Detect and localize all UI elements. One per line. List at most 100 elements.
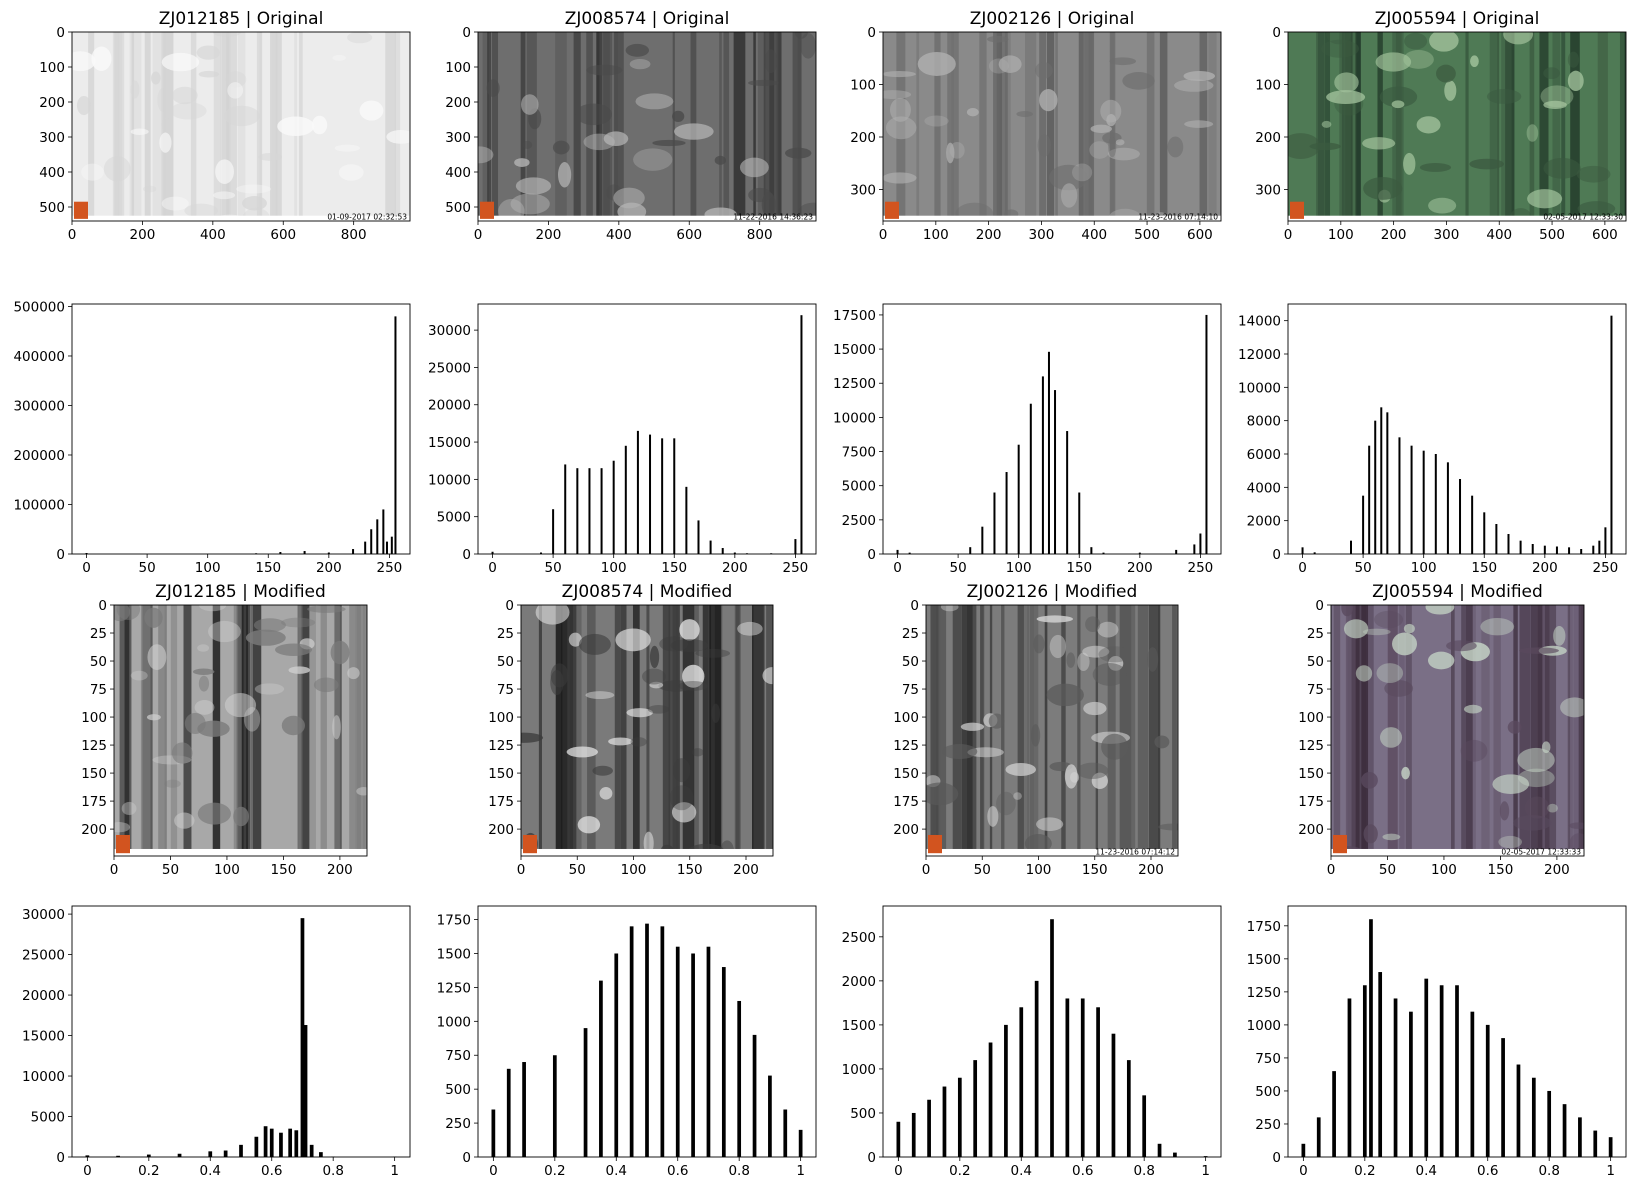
y-tick-label: 0 <box>867 25 876 41</box>
histogram-bar <box>636 430 639 554</box>
x-tick-label: 200 <box>130 227 156 243</box>
x-tick-label: 0.4 <box>606 1163 627 1179</box>
y-tick-label: 25 <box>90 626 107 642</box>
y-tick-label: 0 <box>98 598 107 614</box>
histogram-bar <box>1531 1077 1536 1157</box>
histogram-bar <box>116 1155 120 1157</box>
axes-frame <box>882 905 1222 1158</box>
histogram-bar <box>1424 978 1429 1157</box>
axes-frame <box>520 604 774 857</box>
x-tick-label: 500 <box>1134 227 1160 243</box>
x-tick-label: 250 <box>1593 560 1619 576</box>
x-tick-label: 0.2 <box>1354 1163 1375 1179</box>
histogram-bar <box>1041 376 1044 554</box>
axes-frame <box>71 303 411 555</box>
histogram-bar <box>733 552 736 554</box>
y-tick-label: 17500 <box>833 308 876 324</box>
y-tick-label: 7500 <box>842 445 876 461</box>
x-tick-label: 600 <box>270 227 296 243</box>
axes-frame <box>925 604 1179 857</box>
x-tick-label: 1 <box>390 1163 399 1179</box>
x-tick-label: 50 <box>1355 560 1372 576</box>
y-tick-label: 200 <box>81 822 107 838</box>
histogram-bar <box>981 526 984 554</box>
photo-timestamp: 02-05-2017 12:33:30 <box>1543 213 1623 222</box>
histogram-bar <box>1410 445 1413 554</box>
histogram-panel: 0 50 100 150 200 2500250050007500100001250015… <box>833 303 1222 576</box>
x-tick-label: 200 <box>1381 227 1407 243</box>
photo <box>521 605 773 856</box>
axes-frame <box>1287 31 1627 222</box>
x-tick-label: 150 <box>1488 862 1514 878</box>
camera-logo-icon <box>523 834 537 854</box>
photo: 11-22-2016 14:36:23 <box>478 32 816 221</box>
histogram-bar <box>721 967 726 1157</box>
histogram-bar <box>1090 547 1093 554</box>
y-tick-label: 100 <box>1255 78 1281 94</box>
y-tick-label: 1500 <box>1247 952 1281 968</box>
photo: 11-23-2016 07:14:10 <box>883 32 1221 221</box>
histogram-panel: 0 0.2 0.4 0.6 0.8 1 0 250 500 750 1000 1250 1500 1750 <box>437 905 817 1179</box>
x-tick-label: 150 <box>1471 560 1497 576</box>
histogram-bar <box>1439 985 1444 1157</box>
y-tick-label: 0 <box>1315 598 1324 614</box>
y-tick-label: 0 <box>1272 1150 1281 1166</box>
y-tick-label: 15000 <box>833 342 876 358</box>
histogram-bar <box>661 438 664 554</box>
histogram-bar <box>1374 420 1377 554</box>
y-tick-label: 400 <box>39 165 65 181</box>
histogram-bar <box>1362 495 1365 554</box>
photo: 11-23-2016 07:14:12 <box>926 605 1178 856</box>
y-tick-label: 25000 <box>428 360 471 376</box>
y-tick-label: 200 <box>893 822 919 838</box>
histogram-bar <box>491 551 494 554</box>
x-tick-label: 0 <box>922 862 931 878</box>
panel-title: ZJ012185 | Modified <box>155 582 326 602</box>
histogram-bar <box>927 1099 931 1157</box>
y-tick-label: 250 <box>445 1116 471 1132</box>
histogram-bar <box>1199 533 1202 554</box>
axes-frame <box>1287 905 1627 1158</box>
x-tick-label: 0.6 <box>1072 1163 1093 1179</box>
y-tick-label: 175 <box>81 794 107 810</box>
y-tick-label: 100 <box>81 710 107 726</box>
histogram-bar <box>1368 445 1371 554</box>
y-tick-label: 125 <box>81 738 107 754</box>
y-tick-label: 200 <box>488 822 514 838</box>
histogram-bar <box>1386 412 1389 554</box>
y-tick-label: 50 <box>90 654 107 670</box>
histogram-bar <box>1029 403 1032 554</box>
image-panel: 02-05-2017 12:33:33 0 50 100 150 200 0 25 50 75 10… <box>1298 582 1585 878</box>
x-tick-label: 50 <box>545 560 562 576</box>
y-tick-label: 75 <box>497 682 514 698</box>
y-tick-label: 5000 <box>437 510 471 526</box>
histogram-bar <box>1409 1011 1413 1157</box>
histogram-bar <box>1126 1060 1131 1157</box>
histogram-bar <box>1393 998 1398 1157</box>
histogram-bar <box>1301 547 1304 554</box>
y-tick-label: 50 <box>497 654 514 670</box>
y-tick-label: 300 <box>1255 183 1281 199</box>
histogram-bar <box>942 1086 947 1157</box>
photo <box>114 605 367 856</box>
photo-timestamp: 02-05-2017 12:33:33 <box>1501 848 1581 857</box>
histogram-bar <box>673 438 676 554</box>
x-tick-label: 0 <box>110 862 119 878</box>
histogram-bar <box>612 460 615 554</box>
histogram-bar <box>969 547 972 554</box>
x-tick-label: 200 <box>1544 862 1570 878</box>
x-tick-label: 100 <box>601 560 627 576</box>
histogram-bar <box>506 1068 511 1157</box>
y-tick-label: 10000 <box>1238 380 1281 396</box>
histogram-bar <box>1592 545 1595 554</box>
histogram-bar <box>1547 1090 1552 1157</box>
histogram-bar <box>1568 547 1571 554</box>
histogram-bar <box>1562 1104 1567 1157</box>
x-tick-label: 100 <box>1328 227 1354 243</box>
y-tick-label: 250 <box>1255 1117 1281 1133</box>
histogram-bar <box>896 549 899 554</box>
panel-title: ZJ002126 | Original <box>970 9 1135 29</box>
histogram-bar <box>279 1132 283 1157</box>
y-tick-label: 200000 <box>13 448 65 464</box>
y-tick-label: 150 <box>893 766 919 782</box>
